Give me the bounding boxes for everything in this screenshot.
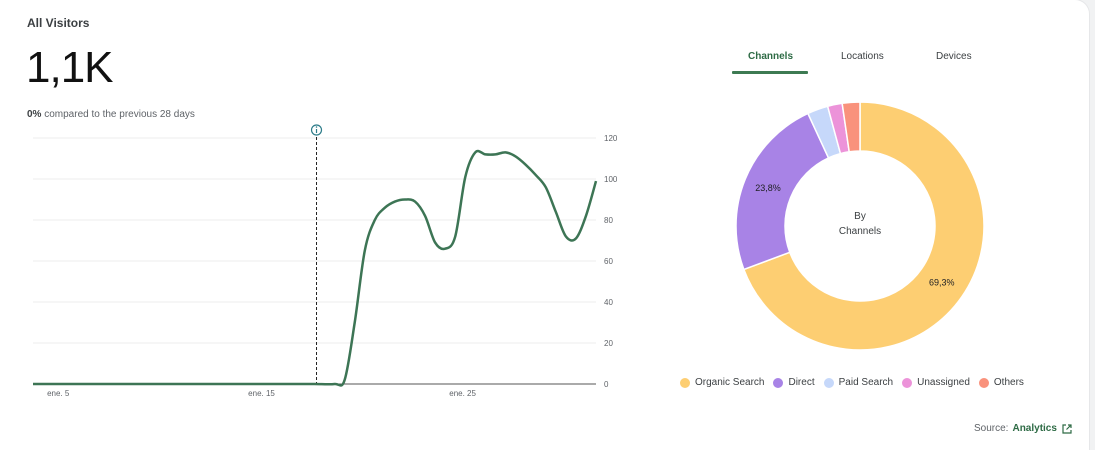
legend-item-paid-search[interactable]: Paid Search	[823, 377, 894, 388]
info-icon	[310, 124, 323, 136]
legend-dot-organic	[680, 377, 690, 388]
tab-locations[interactable]: Locations	[841, 51, 884, 62]
y-tick-label: 120	[604, 134, 618, 143]
active-tab-indicator	[732, 71, 808, 74]
legend-label-others: Others	[993, 377, 1024, 388]
donut-legend: Organic Search Direct Paid Search Unassi…	[680, 377, 1033, 388]
y-tick-label: 100	[604, 175, 618, 184]
series-line-visitors	[33, 149, 598, 387]
analytics-link[interactable]: Analytics	[1012, 423, 1057, 434]
legend-dot-others	[978, 377, 989, 388]
slice-others	[841, 101, 861, 153]
tab-channels[interactable]: Channels	[748, 51, 794, 62]
external-link-icon[interactable]	[1062, 423, 1072, 434]
y-tick-label: 0	[604, 380, 609, 389]
y-tick-label: 20	[604, 339, 613, 348]
visitors-line-chart: 0 20 40 60 80 100 120 ene. 5 ene. 15 ene. 25	[33, 124, 618, 398]
source-line: Source: Analytics	[974, 423, 1072, 434]
legend-item-others[interactable]: Others	[978, 377, 1024, 388]
y-tick-label: 80	[604, 216, 613, 225]
slice-label-organic-search: 69,3%	[929, 278, 955, 288]
slice-label-direct: 23,8%	[755, 183, 781, 193]
y-tick-label: 40	[604, 298, 613, 307]
tab-devices[interactable]: Devices	[936, 51, 972, 62]
y-tick-label: 60	[604, 257, 613, 266]
channels-donut-chart: 69,3% 23,8% By Channels	[735, 101, 985, 351]
legend-dot-paid	[823, 377, 834, 388]
legend-dot-unassigned	[902, 377, 913, 388]
legend-dot-direct	[773, 377, 784, 388]
x-tick-label: ene. 25	[449, 389, 476, 398]
legend-label-direct: Direct	[788, 377, 815, 388]
channel-tabs: Channels Locations Devices	[732, 44, 1002, 74]
source-label: Source:	[974, 423, 1009, 434]
change-value: 0%	[27, 109, 42, 120]
legend-label-organic: Organic Search	[695, 377, 765, 388]
comparison-label: compared to the previous 28 days	[41, 109, 195, 120]
donut-center-label-bottom: Channels	[839, 226, 881, 237]
donut-center-label-top: By	[854, 211, 866, 222]
info-icon-dot	[315, 126, 318, 128]
comparison-text: 0% compared to the previous 28 days	[27, 109, 195, 120]
slice-direct	[735, 112, 830, 271]
legend-item-organic-search[interactable]: Organic Search	[680, 377, 764, 388]
legend-label-paid: Paid Search	[838, 377, 894, 388]
legend-item-unassigned[interactable]: Unassigned	[902, 377, 970, 388]
slice-organic-search	[742, 101, 985, 351]
legend-item-direct[interactable]: Direct	[773, 377, 815, 388]
total-visitors: 1,1K	[26, 43, 114, 92]
x-tick-label: ene. 15	[248, 389, 275, 398]
legend-label-unassigned: Unassigned	[917, 377, 970, 388]
card-title: All Visitors	[27, 16, 90, 30]
x-tick-label: ene. 5	[47, 389, 70, 398]
